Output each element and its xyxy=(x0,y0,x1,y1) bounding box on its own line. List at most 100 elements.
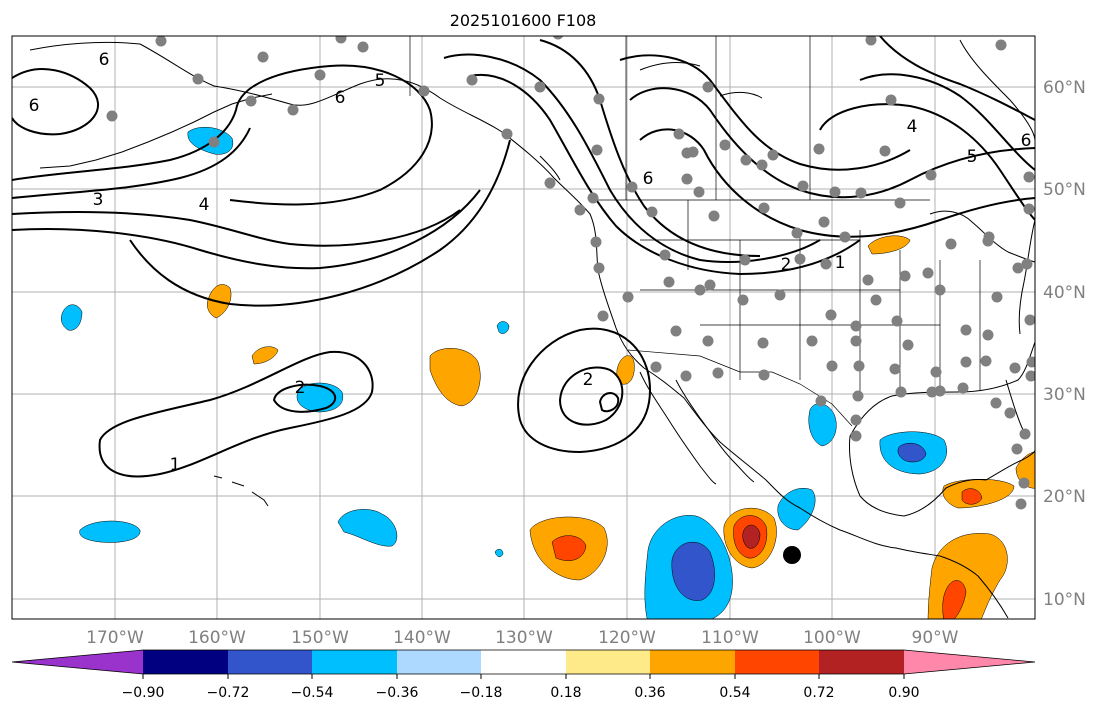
svg-text:90°W: 90°W xyxy=(912,628,959,648)
neg-blob-tiny xyxy=(494,549,504,557)
colorbar-tick-4: −0.36 xyxy=(376,685,419,701)
contour-east-high-3 xyxy=(879,36,1035,121)
central-america-coast xyxy=(939,555,1009,619)
station-dot xyxy=(1009,362,1021,374)
svg-text:6: 6 xyxy=(643,169,654,189)
hudson-bay-shore xyxy=(959,39,1035,141)
figure-title: 2025101600 F108 xyxy=(450,11,597,30)
contour-ridge-1 xyxy=(443,53,821,263)
station-dot xyxy=(829,186,841,198)
station-dot xyxy=(957,382,969,394)
colorbar-tick-3: −0.54 xyxy=(291,685,334,701)
station-dot xyxy=(855,187,867,199)
station-dot xyxy=(597,310,609,322)
colorbar-bin-1 xyxy=(143,650,228,674)
station-dot xyxy=(702,81,714,93)
station-dot xyxy=(1026,356,1035,368)
station-dot xyxy=(208,136,220,148)
station-dot xyxy=(466,74,478,86)
station-dot xyxy=(826,360,838,372)
station-dot xyxy=(659,249,671,261)
yucatan-coast xyxy=(985,449,1035,481)
colorbar-tick-10: 0.90 xyxy=(888,685,919,701)
station-dot xyxy=(852,390,864,402)
pos-blob-central-america xyxy=(927,533,1008,619)
colorbar-tick-5: −0.18 xyxy=(460,685,503,701)
station-dot xyxy=(825,309,837,321)
contour-west-6 xyxy=(12,68,100,136)
station-dot xyxy=(1025,370,1035,382)
station-dot xyxy=(879,145,891,157)
station-dot xyxy=(693,186,705,198)
contour-east-high-2 xyxy=(859,73,1035,171)
svg-text:30°N: 30°N xyxy=(1043,385,1086,405)
colorbar-tick-8: 0.54 xyxy=(719,685,750,701)
station-dot xyxy=(850,320,862,332)
svg-text:120°W: 120°W xyxy=(598,628,656,648)
svg-text:6: 6 xyxy=(335,88,346,108)
station-dot xyxy=(314,69,326,81)
station-dot xyxy=(1004,407,1016,419)
station-dot xyxy=(1021,258,1033,270)
station-dot xyxy=(593,262,605,274)
station-dot xyxy=(587,192,599,204)
contour-east-high-1 xyxy=(819,103,1035,221)
station-dot xyxy=(418,85,430,97)
station-dot xyxy=(813,143,825,155)
station-markers xyxy=(106,36,1035,510)
neg-blob-hawaii-south xyxy=(79,520,141,543)
station-dot xyxy=(673,128,685,140)
baja-peninsula xyxy=(639,371,717,485)
gulf-of-california xyxy=(675,379,755,483)
station-dot xyxy=(1015,498,1027,510)
neg-core-gulf xyxy=(897,443,927,463)
colorbar-tick-2: −0.72 xyxy=(207,685,250,701)
svg-text:1: 1 xyxy=(835,253,846,273)
station-dot xyxy=(995,39,1007,51)
station-dot xyxy=(626,181,638,193)
station-dot xyxy=(681,173,693,185)
station-dot xyxy=(740,154,752,166)
station-dot xyxy=(1018,477,1030,489)
station-dot xyxy=(925,169,937,181)
station-dot xyxy=(758,369,770,381)
contour-cutoff-low-core xyxy=(598,392,620,413)
colorbar-tick-6: 0.18 xyxy=(550,685,581,701)
station-dot xyxy=(870,294,882,306)
station-dot xyxy=(889,363,901,375)
station-dot xyxy=(899,270,911,282)
colorbar-bin-7 xyxy=(650,650,735,674)
station-dot xyxy=(245,95,257,107)
pos-inner-110w xyxy=(742,524,761,549)
station-dot xyxy=(670,325,682,337)
station-dot xyxy=(335,36,347,44)
station-dot xyxy=(839,231,851,243)
colorbar-extend-right xyxy=(904,650,1035,674)
station-dot xyxy=(922,267,934,279)
pos-core-125w xyxy=(551,535,587,561)
station-dot xyxy=(106,110,118,122)
station-dot xyxy=(1023,203,1035,215)
station-dot xyxy=(926,386,938,398)
station-dot xyxy=(702,335,714,347)
station-dot xyxy=(902,339,914,351)
contour-aleutian-low-5 xyxy=(129,139,511,307)
contour-aleutian-low-2 xyxy=(12,127,251,199)
station-dot xyxy=(797,180,809,192)
station-dot xyxy=(818,216,830,228)
longitude-labels: 170°W 160°W 150°W 140°W 130°W 120°W 110°… xyxy=(86,628,959,648)
colorbar-bin-4 xyxy=(397,650,481,674)
station-dot xyxy=(862,274,874,286)
station-dot xyxy=(774,289,786,301)
station-dot xyxy=(945,238,957,250)
colorbar-bin-9 xyxy=(819,650,904,674)
contour-trough-3 xyxy=(639,128,1035,238)
station-dot xyxy=(885,94,897,106)
station-dot xyxy=(737,294,749,306)
station-dot xyxy=(552,36,564,40)
pos-blob-140w xyxy=(429,348,481,407)
svg-text:140°W: 140°W xyxy=(393,628,451,648)
pos-blob-great-lakes xyxy=(867,235,911,255)
svg-text:10°N: 10°N xyxy=(1043,590,1086,610)
contour-labels: 6 6 6 5 3 4 2 2 1 6 4 5 6 2 1 xyxy=(29,50,1032,475)
